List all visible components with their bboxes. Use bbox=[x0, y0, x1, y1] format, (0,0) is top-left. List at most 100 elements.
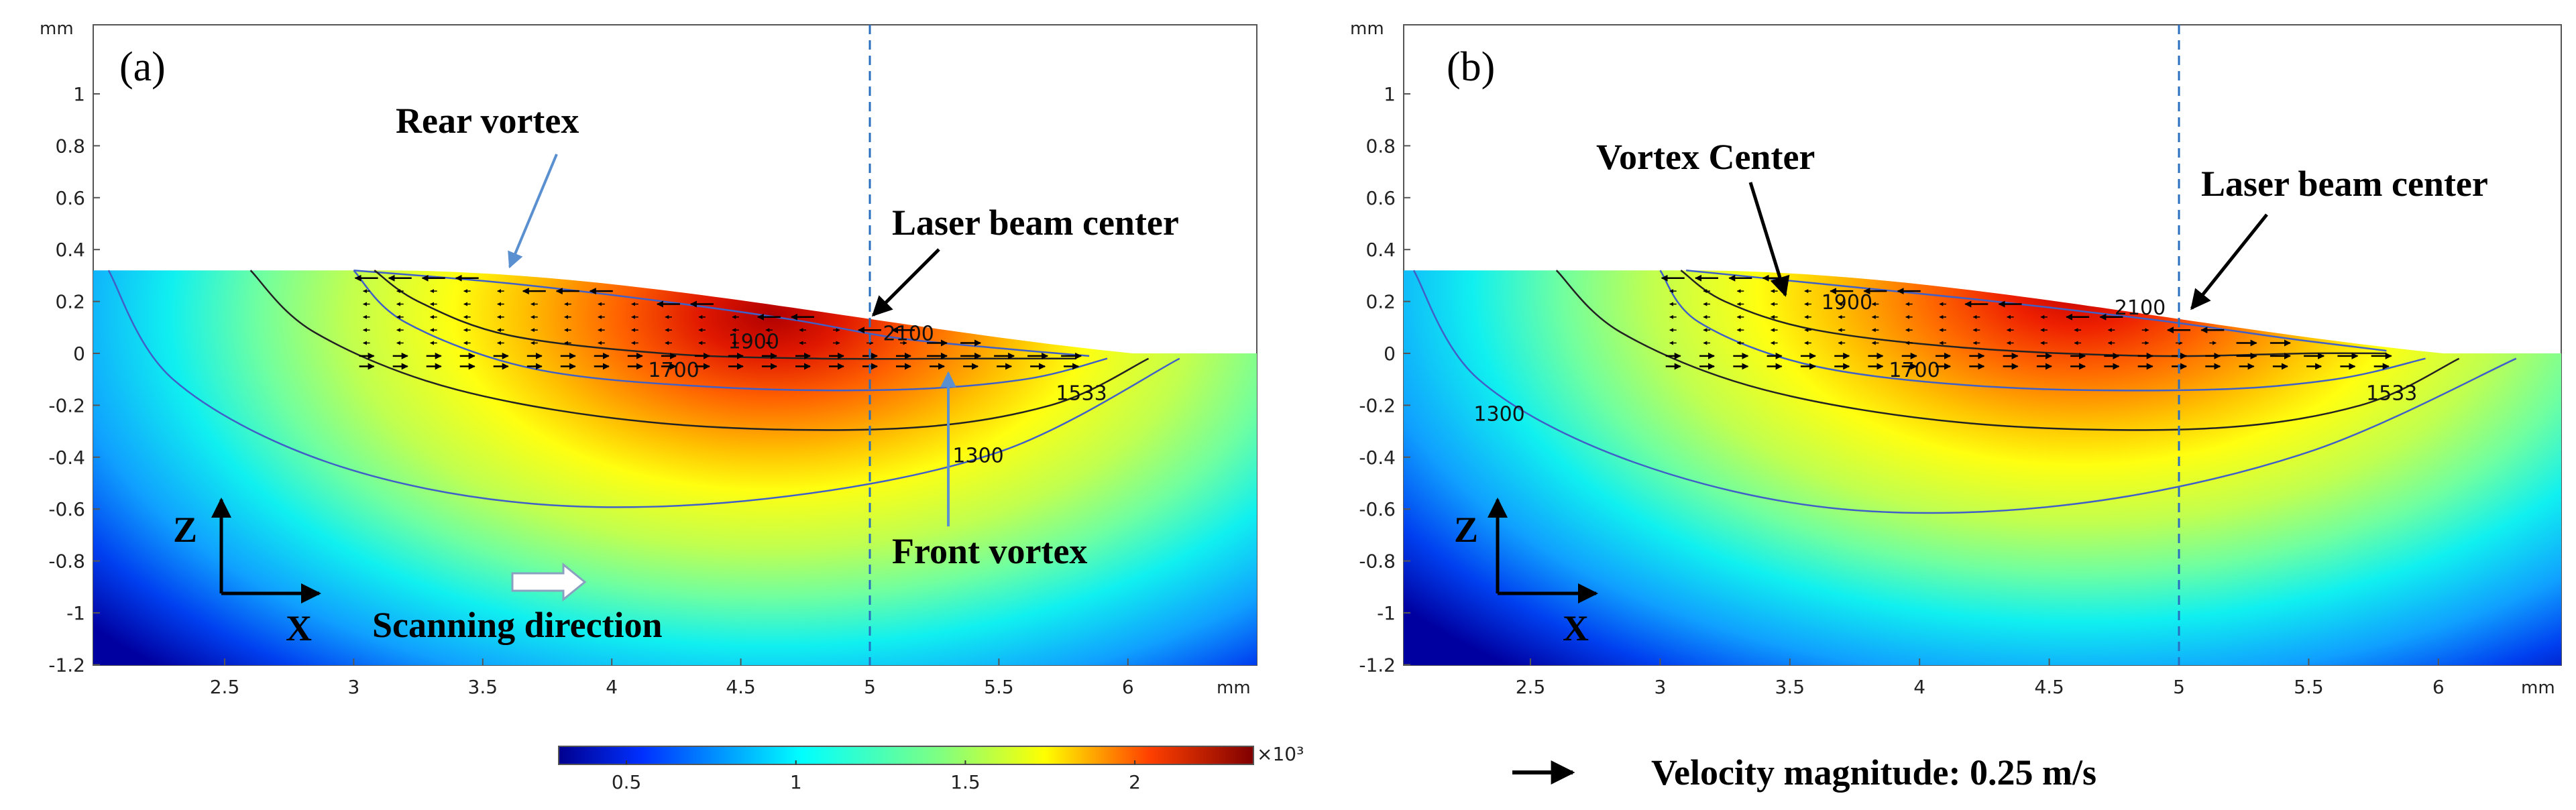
scanning-direction-label: Scanning direction bbox=[372, 605, 663, 645]
y-tick-label: -0.8 bbox=[48, 551, 85, 573]
x-tick-label: 3 bbox=[347, 676, 359, 698]
y-tick-label: 0.2 bbox=[1365, 291, 1396, 313]
y-tick-label: 0 bbox=[73, 343, 85, 365]
isotherm-label: 1700 bbox=[648, 359, 699, 382]
x-tick-label: 5.5 bbox=[984, 676, 1014, 698]
isotherm-line bbox=[107, 270, 1180, 508]
isotherm-label: 2100 bbox=[883, 323, 934, 346]
colorbar-tick-label: 1.5 bbox=[950, 771, 981, 793]
y-tick-label: -0.2 bbox=[48, 394, 85, 416]
y-tick-label: 1 bbox=[73, 83, 85, 105]
y-tick-label: -0.4 bbox=[48, 447, 85, 469]
x-unit-b: mm bbox=[2521, 678, 2555, 698]
rear-vortex-label: Rear vortex bbox=[396, 101, 579, 141]
laser-beam-center-label-b: Laser beam center bbox=[2201, 164, 2488, 204]
isotherm-line bbox=[1555, 270, 2460, 431]
x-tick-label: 3.5 bbox=[468, 676, 498, 698]
axis-ticks-a: 2.5 3 3.5 4 4.5 5 5.5 6 1 0.8 0.6 0.4 0.2 0 -0.2 -0.4 -0… bbox=[48, 83, 1133, 698]
front-vortex-label: Front vortex bbox=[892, 531, 1087, 571]
isotherms-b: 2100 1900 1700 1533 1300 bbox=[1412, 269, 2517, 514]
isotherm-label: 1700 bbox=[1889, 359, 1940, 382]
x-tick-label: 6 bbox=[1122, 676, 1134, 698]
y-unit-b: mm bbox=[1350, 19, 1384, 39]
isotherm-line bbox=[1680, 270, 2387, 357]
y-tick-label: -1.2 bbox=[48, 654, 85, 676]
isotherm-label: 1300 bbox=[1473, 403, 1524, 426]
colorbar-tick-label: 0.5 bbox=[612, 771, 642, 793]
y-tick-label: -0.8 bbox=[1359, 551, 1396, 573]
velocity-arrows-b bbox=[1661, 274, 2392, 370]
laser-beam-center-pointer-b bbox=[2190, 213, 2268, 310]
x-tick-label: 2.5 bbox=[210, 676, 240, 698]
y-tick-label: 0.2 bbox=[55, 291, 85, 313]
isotherm-label: 2100 bbox=[2115, 296, 2166, 320]
y-tick-label: -1 bbox=[66, 602, 85, 624]
y-tick-label: 0.8 bbox=[1365, 135, 1396, 157]
y-tick-label: -0.4 bbox=[1359, 447, 1396, 469]
axis-glyph-b: Z X bbox=[1454, 498, 1598, 648]
isotherm-line bbox=[249, 270, 1150, 431]
isotherm-line bbox=[353, 270, 1108, 392]
isotherm-label: 1533 bbox=[2366, 382, 2417, 406]
scanning-direction-arrow bbox=[511, 562, 587, 602]
colorbar: 0.5 1 1.5 2 ×10³ bbox=[558, 743, 1304, 793]
y-unit-a: mm bbox=[40, 19, 74, 39]
x-tick-label: 2.5 bbox=[1516, 676, 1546, 698]
isotherm-line bbox=[353, 269, 1090, 357]
isotherm-label: 1300 bbox=[952, 445, 1003, 468]
laser-beam-center-label-a: Laser beam center bbox=[892, 202, 1179, 243]
y-tick-label: -1 bbox=[1377, 602, 1396, 624]
isotherm-line bbox=[374, 270, 1076, 360]
panel-label-a: (a) bbox=[119, 44, 166, 90]
y-tick-label: 0.8 bbox=[55, 135, 85, 157]
y-tick-label: 1 bbox=[1384, 83, 1396, 105]
y-tick-label: 0.4 bbox=[55, 239, 85, 261]
x-tick-label: 3.5 bbox=[1775, 676, 1805, 698]
panel-b: 2100 1900 1700 1533 1300 2.5 3 3.5 4 4.5 5 5.5 6 1 0.… bbox=[1350, 19, 2562, 698]
x-unit-a: mm bbox=[1217, 678, 1251, 698]
x-tick-label: 6 bbox=[2432, 676, 2445, 698]
x-axis-label-b: X bbox=[1563, 608, 1589, 648]
isotherm-line bbox=[1685, 269, 2387, 352]
z-axis-label-a: Z bbox=[173, 510, 197, 550]
x-tick-label: 3 bbox=[1654, 676, 1666, 698]
colorbar-gradient bbox=[558, 746, 1254, 765]
y-tick-label: -0.6 bbox=[48, 498, 85, 520]
x-tick-label: 4 bbox=[1913, 676, 1925, 698]
isotherm-label: 1900 bbox=[728, 330, 779, 353]
z-axis-label-b: Z bbox=[1454, 510, 1478, 550]
isotherm-line bbox=[1659, 270, 2426, 392]
y-tick-label: 0.6 bbox=[55, 187, 85, 209]
y-tick-label: 0.4 bbox=[1365, 239, 1396, 261]
velocity-legend-label: Velocity magnitude: 0.25 m/s bbox=[1651, 752, 2096, 793]
x-axis-label-a: X bbox=[286, 608, 312, 648]
isotherm-label: 1900 bbox=[1822, 291, 1872, 314]
y-tick-label: 0.6 bbox=[1365, 187, 1396, 209]
isotherm-label: 1533 bbox=[1056, 382, 1107, 406]
colorbar-ticks: 0.5 1 1.5 2 bbox=[612, 760, 1141, 793]
axis-glyph-a: Z X bbox=[173, 498, 321, 648]
colorbar-tick-label: 1 bbox=[790, 771, 802, 793]
rear-vortex-pointer bbox=[508, 154, 558, 269]
x-tick-label: 5 bbox=[2173, 676, 2185, 698]
colorbar-multiplier: ×10³ bbox=[1257, 743, 1304, 765]
isotherms-a: 2100 1900 1700 1533 1300 bbox=[107, 269, 1180, 508]
panel-a: 2100 1900 1700 1533 1300 2.5 3 3.5 4 4.5 5 5.5 6 1 0.… bbox=[40, 19, 1257, 698]
vortex-center-label: Vortex Center bbox=[1596, 137, 1815, 177]
colorbar-tick-label: 2 bbox=[1129, 771, 1141, 793]
panel-label-b: (b) bbox=[1447, 44, 1495, 90]
y-tick-label: 0 bbox=[1384, 343, 1396, 365]
x-tick-label: 4.5 bbox=[2034, 676, 2064, 698]
y-tick-label: -1.2 bbox=[1359, 654, 1396, 676]
x-tick-label: 5.5 bbox=[2294, 676, 2324, 698]
isotherm-line bbox=[1412, 270, 2517, 514]
axis-ticks-b: 2.5 3 3.5 4 4.5 5 5.5 6 1 0.8 0.6 0.4 0.2 0 -0.2 -0.4 -0… bbox=[1359, 83, 2444, 698]
x-tick-label: 4 bbox=[606, 676, 618, 698]
velocity-legend: Velocity magnitude: 0.25 m/s bbox=[1512, 752, 2096, 793]
laser-beam-center-pointer-a bbox=[871, 248, 940, 317]
x-tick-label: 4.5 bbox=[726, 676, 756, 698]
vortex-center-pointer bbox=[1748, 182, 1790, 297]
y-tick-label: -0.2 bbox=[1359, 394, 1396, 416]
y-tick-label: -0.6 bbox=[1359, 498, 1396, 520]
